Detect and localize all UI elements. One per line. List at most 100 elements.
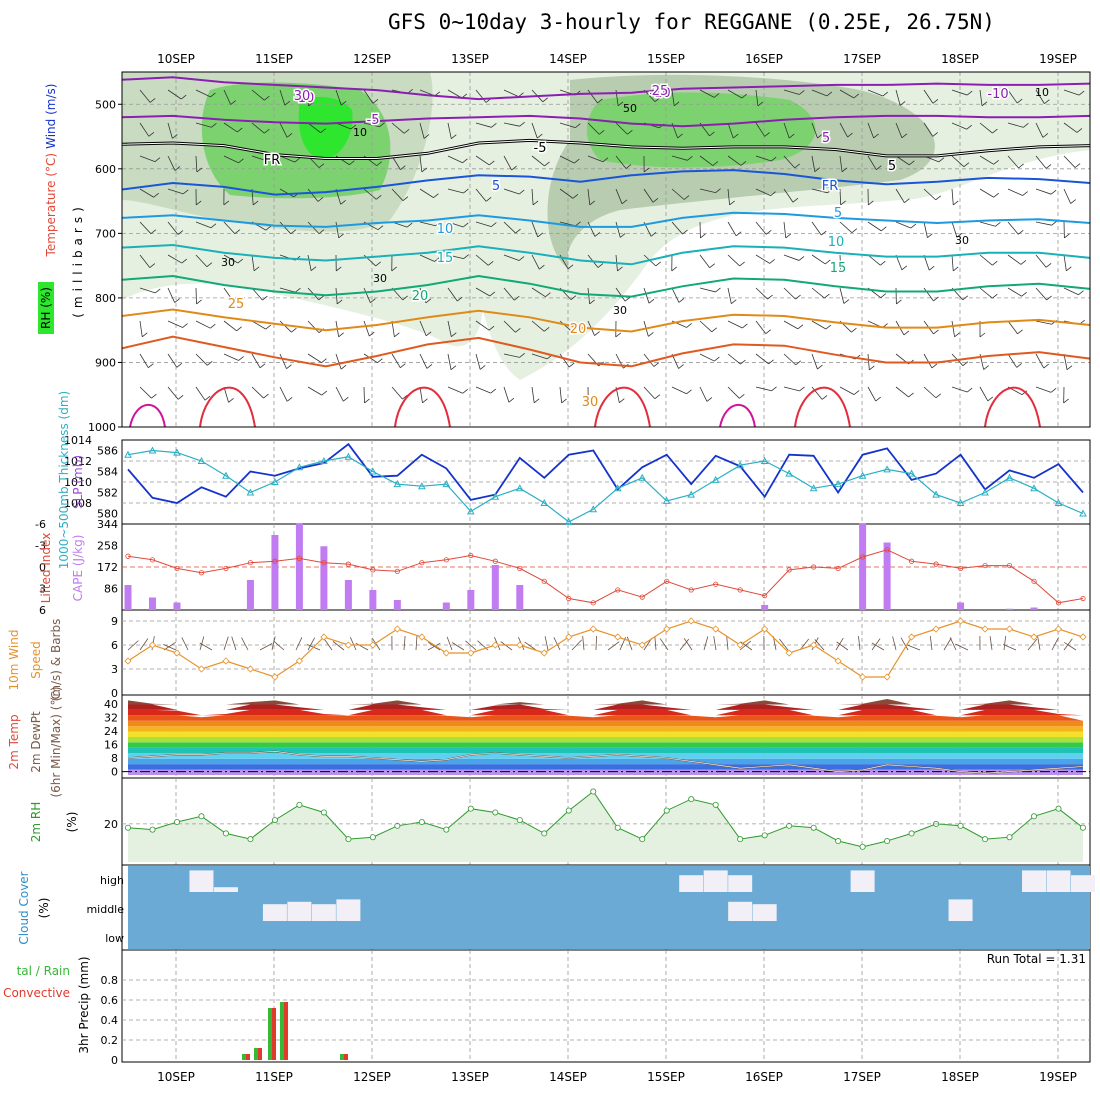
upper-wind-barb [699,254,711,268]
isotherm-label: -10 [987,87,1008,102]
upper-wind-barb-flag [294,157,301,163]
upper-wind-barb [279,122,288,138]
upper-wind-barb-flag [264,95,270,101]
upper-wind-barb-flag [350,124,357,130]
precip-total-bar [268,1008,272,1060]
cape-bar [883,542,891,610]
upper-wind-barb-flag [375,261,381,267]
upper-wind-barb-flag [954,332,960,338]
temp-tick-label: 40 [104,698,118,711]
rh2-point [1006,834,1013,841]
isotherm-label: 5 [888,159,896,174]
wind10-barb [814,639,825,651]
rh2-point [198,813,205,820]
upper-wind-barb-flag [931,363,938,369]
upper-wind-barb-flag [619,233,626,238]
wind10-point [369,641,377,649]
upper-wind-barb [223,89,232,105]
upper-wind-barb [1007,155,1019,169]
wind10-barb [871,642,885,651]
upper-wind-barb-flag [882,91,889,97]
wind10-barb [271,636,276,651]
upper-wind-barb-flag [589,299,595,305]
upper-wind-barb [867,122,874,139]
li-point [688,587,694,593]
wind10-barb [403,636,406,651]
thickness-point [442,480,451,488]
thickness-point [1030,484,1038,492]
thickness-tick-label: 580 [97,508,118,521]
upper-wind-barb [167,353,178,368]
upper-wind-barb-flag [827,188,833,194]
upper-wind-barb [811,287,825,299]
upper-wind-barb-flag [228,398,234,403]
upper-wind-barb [951,320,955,337]
upper-wind-barb-flag [625,164,632,169]
upper-wind-barb-flag [376,161,382,167]
slp-tick-label: 1008 [64,497,92,510]
upper-wind-barb-flag [434,257,440,262]
pressure-tick-label: 900 [95,356,116,369]
upper-wind-barb [895,221,911,229]
rh2-point [614,824,621,831]
thickness-point [148,446,157,454]
wind10-barb [349,637,357,651]
thickness-point [320,456,328,464]
upper-wind-barb-flag [377,225,384,231]
upper-wind-barb [727,89,743,99]
upper-wind-barb-flag [927,233,933,238]
isotherm-label: 15 [830,261,847,276]
upper-wind-barb-flag [349,160,355,166]
upper-wind-barb-flag [340,364,347,370]
upper-wind-barb [195,122,212,128]
upper-wind-barb-flag [770,156,777,162]
upper-wind-barb [167,320,183,328]
thickness-point [638,473,647,481]
panel-frame [121,71,1091,428]
panel-frame [121,609,1091,696]
upper-wind-barb-flag [544,161,550,167]
upper-wind-barb-flag [574,158,580,164]
upper-wind-barb [811,254,826,265]
upper-wind-barb [279,353,287,369]
li-tick-label: -6 [35,518,46,531]
upper-wind-barb-flag [962,361,969,366]
cloud-clear-cell [728,901,753,921]
cloud-clear-cell [850,870,875,892]
upper-wind-barb-flag [851,327,857,333]
upper-wind-barb-flag [876,165,882,170]
upper-wind-barb [923,386,937,399]
upper-wind-barb-flag [992,260,998,266]
wind10-point [785,649,793,657]
upper-wind-barb [1035,188,1052,195]
upper-wind-barb [475,155,490,166]
date-label-bottom: 19SEP [1039,1070,1077,1084]
wind10-barb [259,643,273,651]
rh2-point [492,809,499,816]
upper-wind-barb [839,287,845,304]
upper-wind-barb-flag [515,228,521,234]
thickness-point [613,484,622,492]
li-point [492,558,498,564]
li-point [737,587,743,593]
upper-wind-barb-flag [154,288,161,294]
wind10-barb [582,636,585,651]
rh-contour-label: 10 [353,126,367,139]
upper-wind-barb [811,386,823,400]
upper-wind-barb [223,122,238,133]
thickness-point [540,498,549,506]
upper-wind-barb [727,155,742,166]
upper-wind-barb [139,386,152,399]
upper-wind-barb-flag [1046,295,1052,301]
rh2-point [173,819,180,826]
wind10-barb [900,637,909,651]
upper-wind-barb [363,353,378,364]
upper-wind-barb-flag [851,228,858,234]
upper-wind-barb-flag [537,133,543,139]
upper-wind-barb [643,188,654,203]
upper-wind-barb-flag [151,393,157,399]
date-label-top: 12SEP [353,52,391,66]
rh-legend-label: RH (%) [39,287,53,329]
upper-wind-barb-flag [264,128,270,134]
thickness-point [491,492,500,500]
